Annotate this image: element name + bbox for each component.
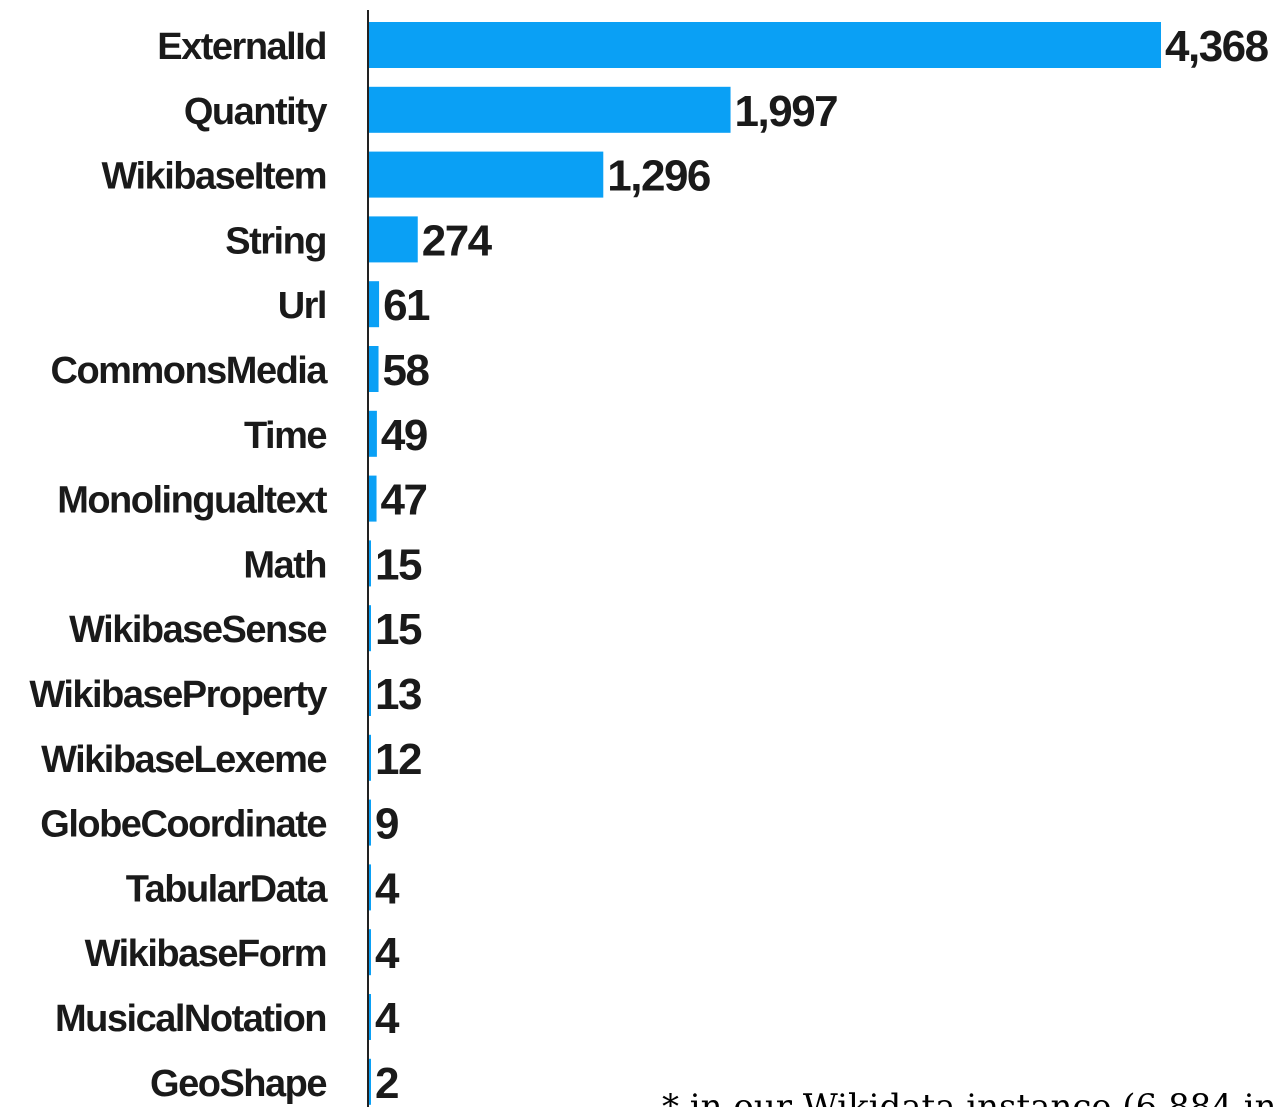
value-label-globecoordinate: 9: [375, 800, 398, 849]
value-label-externalid: 4,368: [1165, 22, 1269, 71]
bar-externalid: [368, 22, 1161, 68]
bar-commonsmedia: [368, 346, 379, 392]
bar-url: [368, 281, 379, 327]
category-labels-group: ExternalId Quantity WikibaseItem String Url C…: [29, 26, 328, 1105]
value-label-time: 49: [381, 411, 427, 460]
bar-string: [368, 216, 418, 262]
category-label-musicalnotation: MusicalNotation: [55, 998, 326, 1040]
category-label-geoshape: GeoShape: [150, 1063, 326, 1105]
category-label-wikibasesense: WikibaseSense: [69, 609, 326, 651]
category-label-globecoordinate: GlobeCoordinate: [40, 804, 326, 846]
category-label-time: Time: [244, 415, 326, 457]
category-label-monolingualtext: Monolingualtext: [57, 480, 328, 522]
category-label-commonsmedia: CommonsMedia: [51, 350, 329, 392]
category-label-math: Math: [243, 544, 326, 586]
value-label-tabulardata: 4: [375, 864, 400, 913]
value-label-wikibaselexeme: 12: [375, 735, 421, 784]
bar-wikibaseitem: [368, 152, 603, 198]
value-label-string: 274: [422, 216, 493, 265]
value-label-quantity: 1,997: [735, 87, 838, 136]
value-label-commonsmedia: 58: [383, 346, 430, 395]
value-label-geoshape: 2: [375, 1059, 398, 1107]
category-label-tabulardata: TabularData: [126, 868, 329, 910]
bars-group: [368, 22, 1161, 1105]
category-label-wikibaseform: WikibaseForm: [85, 933, 326, 975]
category-label-externalid: ExternalId: [157, 26, 326, 68]
value-label-monolingualtext: 47: [381, 476, 427, 525]
value-label-wikibaseproperty: 13: [375, 670, 421, 719]
category-label-wikibaseitem: WikibaseItem: [101, 156, 326, 198]
category-label-string: String: [225, 220, 326, 262]
value-label-url: 61: [383, 281, 430, 330]
footnote-annotation: * in our Wikidata instance (6,884 in: [662, 1087, 1277, 1107]
value-label-math: 15: [375, 540, 422, 589]
bar-monolingualtext: [368, 476, 377, 522]
category-label-quantity: Quantity: [184, 91, 327, 133]
bar-quantity: [368, 87, 731, 133]
bar-time: [368, 411, 377, 457]
value-label-wikibaseform: 4: [375, 929, 400, 978]
value-label-musicalnotation: 4: [375, 994, 400, 1043]
category-label-url: Url: [278, 285, 326, 327]
value-label-wikibaseitem: 1,296: [607, 152, 710, 201]
value-label-wikibasesense: 15: [375, 605, 422, 654]
category-label-wikibaselexeme: WikibaseLexeme: [41, 739, 326, 781]
category-label-wikibaseproperty: WikibaseProperty: [29, 674, 327, 716]
